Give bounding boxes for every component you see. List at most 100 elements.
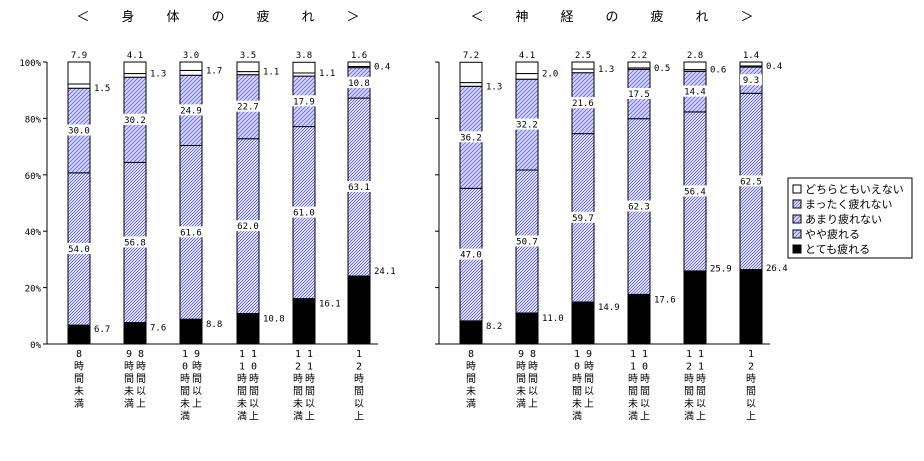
value-label-amari: 9.3 xyxy=(743,76,759,86)
chart-title-char: 神 xyxy=(515,10,528,25)
value-label-bg xyxy=(513,118,541,130)
category-label-char: 時 xyxy=(237,373,247,385)
value-label-bg xyxy=(740,74,762,86)
y-tick-label: 0% xyxy=(30,341,41,351)
bar-segment-series-totemo xyxy=(236,313,260,345)
chart-title-char: 疲 xyxy=(650,9,663,25)
category-label-char: 満 xyxy=(684,411,694,423)
bar-segment-series-totemo xyxy=(459,320,483,345)
value-label-bg xyxy=(345,76,373,88)
category-label-char: 時 xyxy=(305,373,315,385)
value-label-bg xyxy=(148,321,170,333)
value-label-mattaku: 0.4 xyxy=(766,62,782,72)
category-label-char: 時 xyxy=(640,373,650,385)
category-label-char: 以 xyxy=(640,399,650,410)
value-label-bg xyxy=(540,311,568,323)
category-label-char: 以 xyxy=(136,387,146,398)
value-label-bg xyxy=(708,63,730,75)
value-label-bg xyxy=(681,85,709,97)
y-tick-label: 20% xyxy=(25,285,42,295)
value-label-bg xyxy=(65,242,93,254)
category-label-char: 間 xyxy=(528,373,538,385)
value-label-dochira: 2.8 xyxy=(687,51,703,61)
value-label-bg xyxy=(460,49,482,60)
category-label-char: 未 xyxy=(684,398,694,410)
category-label-char: 未 xyxy=(124,386,134,398)
value-label-amari: 24.9 xyxy=(180,106,202,116)
category-label-char: 2 xyxy=(686,362,692,373)
category-label-char: 1 xyxy=(307,362,313,373)
category-label-char: 時 xyxy=(136,361,146,373)
category-label-char: 未 xyxy=(74,386,84,398)
value-label-mattaku: 2.0 xyxy=(542,70,558,80)
category-label-char: 時 xyxy=(180,373,190,385)
value-label-bg xyxy=(484,80,506,92)
category-label-char: 時 xyxy=(124,361,134,373)
bar-segment-series-mattaku xyxy=(123,73,147,78)
category-labels-layer: 8時間未満9時間未満8時間以上10時間未満9時間以上11時間未満10時間以上12… xyxy=(74,349,756,423)
category-label-char: 1 xyxy=(630,349,636,360)
category-label-char: 間 xyxy=(572,386,582,398)
value-label-yaya: 62.5 xyxy=(740,177,762,187)
bar-segment-series-totemo xyxy=(515,312,539,345)
category-label-char: 未 xyxy=(293,398,303,410)
bar-segment-series-dochira xyxy=(236,61,260,73)
value-label-bg xyxy=(628,49,650,60)
category-label-char: 間 xyxy=(696,386,706,398)
category-label-char: 9 xyxy=(194,349,200,360)
y-tick-label: 40% xyxy=(25,228,42,238)
category-label-char: 以 xyxy=(249,399,259,410)
category-label-char: 1 xyxy=(356,349,362,360)
value-label-bg xyxy=(345,181,373,193)
value-label-bg xyxy=(764,59,786,71)
value-label-totemo: 25.9 xyxy=(710,264,732,274)
category-label-char: 以 xyxy=(746,399,756,410)
value-label-bg xyxy=(234,220,262,232)
value-label-bg xyxy=(290,206,318,218)
bar-segment-series-dochira xyxy=(123,61,147,75)
category-label-char: 間 xyxy=(136,373,146,385)
category-label-char: 8 xyxy=(76,349,82,360)
value-label-dochira: 3.8 xyxy=(296,51,312,61)
category-label-char: 間 xyxy=(237,386,247,398)
category-label-char: 1 xyxy=(698,349,704,360)
value-label-bg xyxy=(652,293,680,305)
value-label-bg xyxy=(317,297,345,309)
value-label-yaya: 50.7 xyxy=(516,237,538,247)
bar-segment-series-totemo xyxy=(67,324,91,345)
chart-title-char: の xyxy=(211,10,224,25)
value-label-mattaku: 1.7 xyxy=(206,66,222,76)
category-label-char: 0 xyxy=(642,362,648,373)
value-label-bg xyxy=(177,226,205,238)
value-label-yaya: 56.4 xyxy=(684,187,706,197)
value-label-bg xyxy=(625,200,653,212)
legend-swatch xyxy=(792,199,802,209)
category-label-char: 満 xyxy=(628,411,638,423)
value-label-bg xyxy=(68,49,90,60)
category-label-char: 8 xyxy=(468,349,474,360)
value-label-bg xyxy=(237,49,259,60)
value-label-amari: 17.5 xyxy=(628,90,650,100)
value-label-mattaku: 0.4 xyxy=(374,63,390,73)
legend-box xyxy=(787,177,913,259)
value-label-bg xyxy=(92,81,114,93)
value-label-bg xyxy=(290,95,318,107)
y-tick-label: 100% xyxy=(19,59,41,69)
category-label-char: 満 xyxy=(516,398,526,410)
legend-swatch xyxy=(792,229,802,239)
value-label-yaya: 62.3 xyxy=(628,203,650,213)
bar-segment-series-totemo xyxy=(292,298,316,345)
category-label-char: 1 xyxy=(574,349,580,360)
category-label-char: 間 xyxy=(74,373,84,385)
category-label-char: 時 xyxy=(74,361,84,373)
category-label-char: 2 xyxy=(295,362,301,373)
category-label-char: 以 xyxy=(584,387,594,398)
value-label-totemo: 14.9 xyxy=(598,303,620,313)
value-label-totemo: 6.7 xyxy=(94,325,110,335)
value-label-mattaku: 1.3 xyxy=(486,83,502,93)
value-label-totemo: 17.6 xyxy=(654,295,676,305)
category-label-char: 1 xyxy=(307,349,313,360)
category-label-char: 以 xyxy=(528,387,538,398)
